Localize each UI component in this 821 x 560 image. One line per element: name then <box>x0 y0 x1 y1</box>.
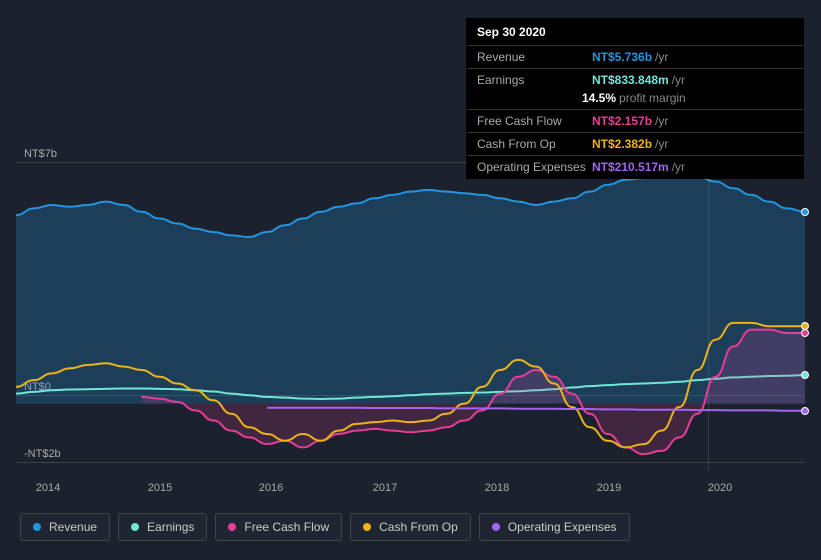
legend-dot-icon <box>363 523 371 531</box>
x-axis-label: 2017 <box>373 482 397 494</box>
x-axis-label: 2014 <box>36 482 60 494</box>
tooltip-row: Free Cash FlowNT$2.157b /yr <box>467 109 803 132</box>
tooltip-row: 14.5% profit margin <box>467 91 803 109</box>
series-end-marker <box>801 371 809 379</box>
legend-dot-icon <box>33 523 41 531</box>
legend-item[interactable]: Operating Expenses <box>479 513 630 541</box>
tooltip-suffix: /yr <box>672 160 685 174</box>
tooltip-suffix: /yr <box>672 73 685 87</box>
tooltip-row: RevenueNT$5.736b /yr <box>467 45 803 68</box>
tooltip-suffix: profit margin <box>619 91 686 105</box>
tooltip-suffix: /yr <box>655 137 668 151</box>
tooltip-label: Free Cash Flow <box>477 114 592 128</box>
tooltip-row: EarningsNT$833.848m /yr <box>467 68 803 91</box>
tooltip-value: NT$2.157b <box>592 114 652 128</box>
tooltip-suffix: /yr <box>655 114 668 128</box>
tooltip-value: 14.5% <box>582 91 616 105</box>
chart-legend: Revenue Earnings Free Cash Flow Cash From O… <box>20 513 630 541</box>
x-axis-label: 2019 <box>597 482 621 494</box>
y-axis-label: NT$7b <box>24 148 57 160</box>
series-end-marker <box>801 208 809 216</box>
legend-item[interactable]: Earnings <box>118 513 207 541</box>
x-axis-label: 2018 <box>485 482 509 494</box>
legend-label: Cash From Op <box>379 520 458 534</box>
tooltip-date: Sep 30 2020 <box>467 19 803 45</box>
legend-item[interactable]: Revenue <box>20 513 110 541</box>
x-axis-label: 2020 <box>708 482 732 494</box>
tooltip-value: NT$833.848m <box>592 73 669 87</box>
legend-dot-icon <box>492 523 500 531</box>
chart-plot[interactable] <box>16 168 805 471</box>
tooltip-value: NT$210.517m <box>592 160 669 174</box>
tooltip-label: Earnings <box>477 73 592 87</box>
tooltip-value: NT$5.736b <box>592 50 652 64</box>
legend-label: Earnings <box>147 520 194 534</box>
legend-item[interactable]: Cash From Op <box>350 513 471 541</box>
tooltip-label: Cash From Op <box>477 137 592 151</box>
legend-dot-icon <box>131 523 139 531</box>
legend-label: Revenue <box>49 520 97 534</box>
series-end-marker <box>801 407 809 415</box>
chart-tooltip: Sep 30 2020 RevenueNT$5.736b /yrEarnings… <box>466 18 804 179</box>
tooltip-row: Operating ExpensesNT$210.517m /yr <box>467 155 803 178</box>
x-axis-label: 2016 <box>259 482 283 494</box>
x-axis-label: 2015 <box>148 482 172 494</box>
tooltip-label: Revenue <box>477 50 592 64</box>
tooltip-label: Operating Expenses <box>477 160 592 174</box>
tooltip-value: NT$2.382b <box>592 137 652 151</box>
financial-chart: Sep 30 2020 RevenueNT$5.736b /yrEarnings… <box>0 0 821 560</box>
legend-dot-icon <box>228 523 236 531</box>
tooltip-suffix: /yr <box>655 50 668 64</box>
legend-item[interactable]: Free Cash Flow <box>215 513 342 541</box>
legend-label: Free Cash Flow <box>244 520 329 534</box>
series-end-marker <box>801 322 809 330</box>
legend-label: Operating Expenses <box>508 520 617 534</box>
tooltip-row: Cash From OpNT$2.382b /yr <box>467 132 803 155</box>
